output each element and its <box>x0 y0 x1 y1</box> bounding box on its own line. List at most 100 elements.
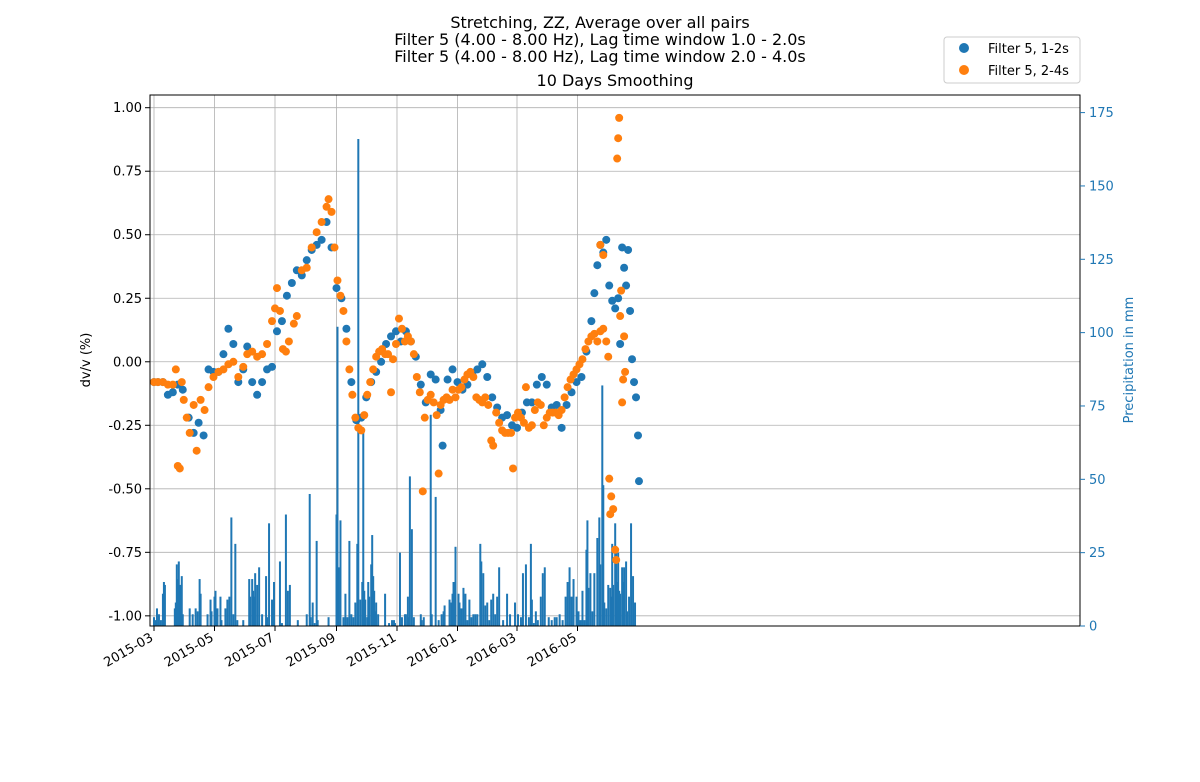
data-point <box>406 337 415 346</box>
data-point <box>333 276 342 285</box>
precipitation-bar <box>230 517 233 626</box>
data-point <box>363 390 372 399</box>
precipitation-bar <box>553 617 556 626</box>
data-point <box>495 418 504 427</box>
precipitation-bar <box>568 567 571 626</box>
precipitation-bar <box>527 617 530 626</box>
precipitation-bar <box>236 620 239 626</box>
data-point <box>229 339 238 348</box>
data-point <box>171 365 180 374</box>
chart-subtitle-line-1: Filter 5 (4.00 - 8.00 Hz), Lag time wind… <box>394 30 806 49</box>
y-right-tick-label: 175 <box>1089 106 1114 121</box>
precipitation-bar <box>581 590 584 626</box>
precipitation-bar <box>587 587 590 626</box>
precipitation-bar <box>607 584 610 626</box>
precipitation-bar <box>410 529 413 626</box>
precipitation-bar <box>412 617 415 626</box>
precipitation-bar <box>634 602 637 626</box>
data-point <box>281 347 290 356</box>
precipitation-bar <box>375 602 378 626</box>
data-point <box>282 291 291 300</box>
data-point <box>513 423 521 432</box>
precipitation-bar <box>234 543 237 626</box>
precipitation-bar <box>339 520 342 626</box>
data-point <box>168 380 177 389</box>
precipitation-bar <box>605 608 608 626</box>
precipitation-bar <box>394 623 397 626</box>
y-tick-label: 0.75 <box>113 165 142 180</box>
precipitation-bar <box>564 596 567 626</box>
data-point <box>599 324 608 333</box>
data-point <box>607 492 616 501</box>
data-point <box>614 294 623 303</box>
data-point <box>620 332 629 341</box>
data-point <box>503 411 512 420</box>
precipitation-bar <box>509 614 512 626</box>
precipitation-bar <box>400 617 403 626</box>
precipitation-bar <box>599 564 602 626</box>
precipitation-bar <box>388 623 391 626</box>
precipitation-bar <box>268 523 271 626</box>
data-point <box>634 477 643 486</box>
data-point <box>616 312 625 321</box>
precipitation-bar <box>336 326 339 626</box>
data-point <box>219 365 228 374</box>
precipitation-bar <box>219 596 222 626</box>
data-point <box>539 421 548 430</box>
precipitation-bar <box>406 596 409 626</box>
precipitation-bar <box>404 614 407 626</box>
data-point <box>617 286 626 295</box>
data-point <box>602 235 611 244</box>
precipitation-bar <box>529 543 532 626</box>
y-axis-right: 0 25 50 75 100 125 150 175 <box>1080 106 1114 635</box>
data-point <box>451 393 460 402</box>
precipitation-bar <box>188 608 191 626</box>
data-point <box>275 306 284 315</box>
data-point <box>596 240 605 249</box>
precipitation-bar <box>458 602 461 626</box>
data-point <box>268 362 277 371</box>
precipitation-bar <box>384 593 387 626</box>
data-point <box>224 324 233 333</box>
y-tick-label: -0.75 <box>108 546 142 561</box>
data-point <box>302 263 311 272</box>
precipitation-bar <box>490 599 493 626</box>
precipitation-bar <box>280 623 283 626</box>
precipitation-bar <box>344 593 347 626</box>
data-point <box>484 400 493 409</box>
precipitation-bar <box>157 614 160 626</box>
data-point <box>632 393 641 402</box>
precipitation-bar <box>271 599 274 626</box>
precipitation-bar <box>398 552 401 626</box>
data-point <box>611 545 620 554</box>
precipitation-bar <box>354 602 357 626</box>
y-tick-label: 0.00 <box>113 355 142 370</box>
precipitation-bar <box>519 617 522 626</box>
data-point <box>258 350 267 359</box>
precipitation-bar <box>368 596 371 626</box>
precipitation-bar <box>612 584 615 626</box>
data-point <box>342 337 351 346</box>
precipitation-bar <box>468 599 471 626</box>
precipitation-bar <box>623 567 626 626</box>
y-tick-label: 0.25 <box>113 292 142 307</box>
precipitation-bar <box>602 485 605 626</box>
data-point <box>168 388 177 397</box>
data-point <box>219 350 228 359</box>
precipitation-bar <box>470 617 473 626</box>
data-point <box>234 373 243 382</box>
data-point <box>312 228 321 237</box>
data-point <box>322 202 331 211</box>
precipitation-bar <box>430 614 433 626</box>
precipitation-bar <box>516 614 519 626</box>
precipitation-bar <box>534 611 537 626</box>
precipitation-bar <box>460 608 463 626</box>
precipitation-bar <box>249 596 252 626</box>
y-tick-label: 0.50 <box>113 228 142 243</box>
data-point <box>339 306 348 315</box>
precipitation-bar <box>532 623 535 626</box>
precipitation-bar <box>462 587 465 626</box>
precipitation-bar <box>296 620 299 626</box>
precipitation-bar <box>305 614 308 626</box>
